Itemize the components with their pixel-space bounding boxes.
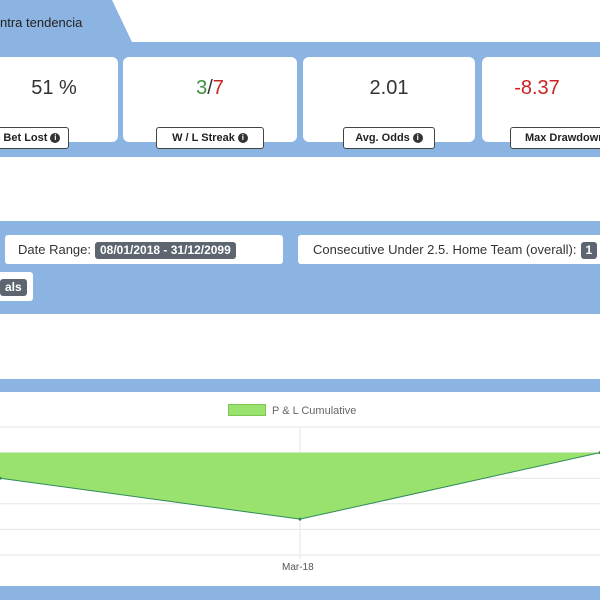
consecutive-under-filter[interactable]: Consecutive Under 2.5. Home Team (overal…	[298, 235, 600, 264]
stat-card-avg-odds: 2.01 Avg. Odds i	[303, 57, 475, 149]
chart-legend[interactable]: P & L Cumulative	[228, 404, 356, 417]
bet-lost-value: 51 %	[31, 77, 77, 99]
stat-card-max-drawdown: -8.37 Max Drawdown	[482, 57, 600, 149]
date-range-filter[interactable]: Date Range: 08/01/2018 - 31/12/2099	[5, 235, 283, 264]
avg-odds-value: 2.01	[369, 77, 409, 99]
consecutive-value: 1	[580, 242, 598, 259]
stat-card-wl-streak: 3/7 W / L Streak i	[123, 57, 297, 149]
legend-label: P & L Cumulative	[272, 405, 357, 417]
filters-panel: Date Range: 08/01/2018 - 31/12/2099 Conse…	[0, 221, 600, 314]
pl-chart: P & L Cumulative Mar-18	[0, 392, 600, 586]
date-range-value: 08/01/2018 - 31/12/2099	[95, 242, 236, 259]
chart-header-bar	[0, 379, 600, 392]
trend-tab[interactable]: ntra tendencia	[0, 0, 132, 42]
max-drawdown-value: -8.37	[514, 77, 560, 99]
date-range-label: Date Range:	[18, 242, 91, 257]
pl-cumulative-area	[0, 452, 600, 520]
goals-filter[interactable]: als	[0, 272, 33, 301]
info-icon[interactable]: i	[237, 133, 248, 143]
chart-plot	[0, 426, 600, 559]
x-tick-label: Mar-18	[282, 562, 314, 573]
trend-tab-title: ntra tendencia	[0, 15, 83, 30]
legend-swatch	[228, 404, 266, 416]
avg-odds-label: Avg. Odds i	[343, 127, 435, 149]
info-icon[interactable]: i	[50, 133, 61, 143]
goals-tag: als	[0, 279, 27, 296]
chart-footer-bar	[0, 586, 600, 600]
info-icon[interactable]: i	[412, 133, 423, 143]
wl-streak-label: W / L Streak i	[156, 127, 264, 149]
max-drawdown-label: Max Drawdown	[510, 127, 600, 149]
data-point[interactable]	[298, 517, 302, 521]
consecutive-label: Consecutive Under 2.5. Home Team (overal…	[313, 242, 577, 257]
data-point[interactable]	[0, 476, 2, 480]
wl-streak-value: 3/7	[196, 77, 224, 99]
